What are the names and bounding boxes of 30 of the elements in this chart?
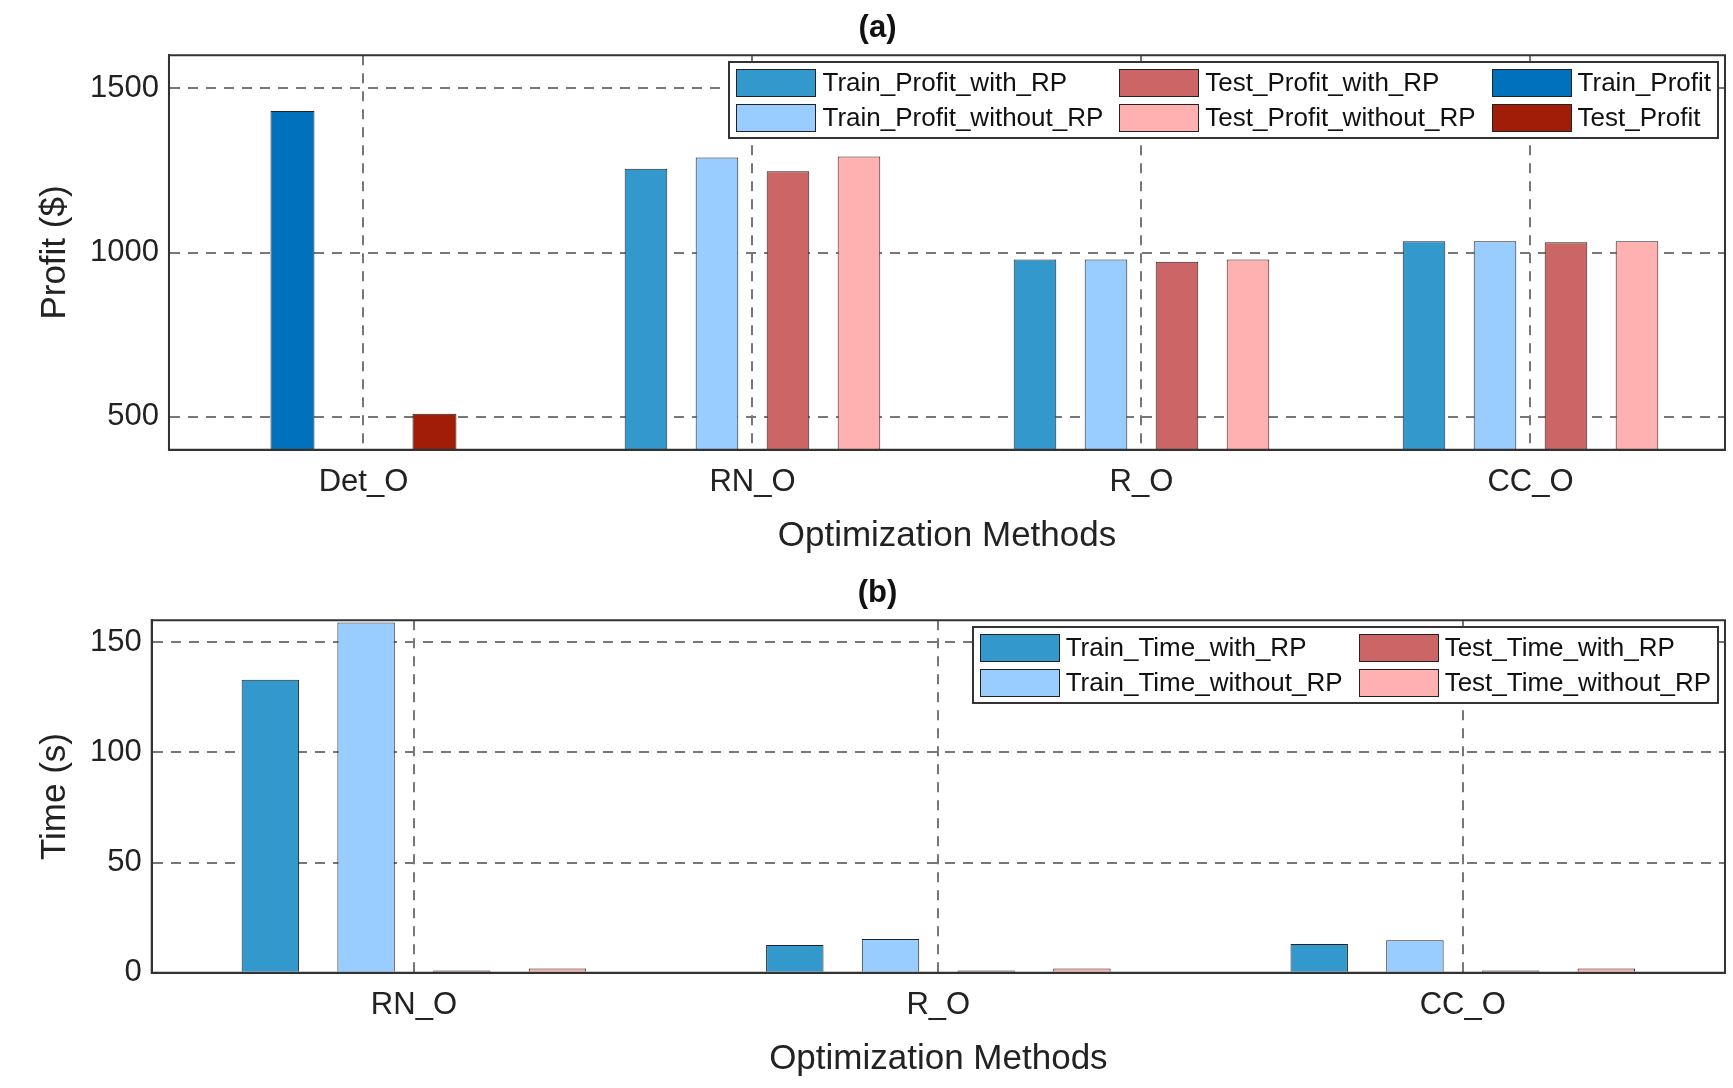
- y-tick-label: 0: [124, 953, 142, 989]
- x-tick-label: R_O: [1109, 462, 1174, 498]
- chart-title: (a): [858, 9, 897, 45]
- x-tick-label: R_O: [906, 985, 971, 1021]
- chart-title: (b): [857, 574, 898, 610]
- y-tick-label: 50: [107, 843, 142, 879]
- y-tick-label: 1000: [89, 233, 159, 269]
- legend-label: Train_Time_with_RP: [1065, 632, 1307, 664]
- legend-label: Test_Profit: [1577, 102, 1701, 134]
- y-tick-label: 100: [89, 732, 142, 768]
- y-axis-title: Profit ($): [32, 185, 72, 320]
- legend-label: Train_Profit: [1577, 67, 1711, 99]
- legend-label: Train_Profit_with_RP: [822, 67, 1068, 99]
- legend-label: Test_Profit_without_RP: [1205, 102, 1476, 134]
- x-tick-label: RN_O: [709, 462, 796, 498]
- legend-label: Train_Profit_without_RP: [822, 102, 1104, 134]
- x-tick-label: RN_O: [370, 985, 458, 1021]
- x-axis-title: Optimization Methods: [777, 513, 1117, 553]
- y-tick-label: 500: [107, 397, 159, 433]
- x-axis-title: Optimization Methods: [769, 1036, 1108, 1076]
- x-tick-label: CC_O: [1487, 462, 1574, 498]
- legend-label: Train_Time_without_RP: [1065, 667, 1343, 699]
- legend-label: Test_Profit_with_RP: [1205, 67, 1440, 99]
- y-axis-title: Time (s): [32, 732, 72, 861]
- legend-label: Test_Time_with_RP: [1444, 632, 1675, 664]
- y-tick-label: 1500: [89, 68, 159, 104]
- x-tick-label: CC_O: [1419, 985, 1506, 1021]
- x-tick-label: Det_O: [318, 462, 409, 498]
- legend-label: Test_Time_without_RP: [1444, 667, 1711, 699]
- y-tick-label: 150: [89, 622, 142, 658]
